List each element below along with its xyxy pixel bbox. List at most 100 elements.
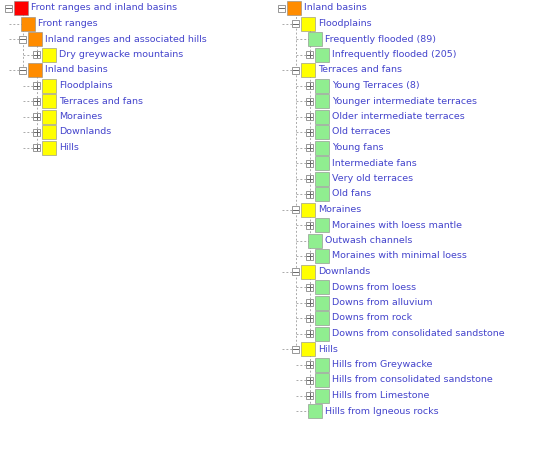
Bar <box>287 1 301 15</box>
Bar <box>315 94 329 108</box>
Bar <box>42 141 56 154</box>
Bar <box>292 345 299 353</box>
Text: Hills from Limestone: Hills from Limestone <box>332 391 429 400</box>
Bar <box>315 358 329 371</box>
Bar <box>315 78 329 93</box>
Bar <box>33 113 40 120</box>
Bar <box>315 280 329 294</box>
Text: Inland basins: Inland basins <box>304 4 367 12</box>
Text: Front ranges: Front ranges <box>38 19 98 28</box>
Bar <box>306 222 313 229</box>
Bar <box>301 342 315 356</box>
Text: Inland basins: Inland basins <box>45 65 108 75</box>
Bar <box>19 66 26 73</box>
Bar <box>306 252 313 260</box>
Text: Hills from Greywacke: Hills from Greywacke <box>332 360 432 369</box>
Text: Hills: Hills <box>59 143 79 152</box>
Bar <box>33 51 40 58</box>
Text: Outwash channels: Outwash channels <box>325 236 413 245</box>
Bar <box>42 48 56 61</box>
Text: Downs from rock: Downs from rock <box>332 313 412 322</box>
Bar <box>315 171 329 185</box>
Text: Frequently flooded (89): Frequently flooded (89) <box>325 34 436 44</box>
Text: Moraines with loess mantle: Moraines with loess mantle <box>332 220 462 229</box>
Text: Downs from alluvium: Downs from alluvium <box>332 298 433 307</box>
Bar <box>306 315 313 322</box>
Text: Older intermediate terraces: Older intermediate terraces <box>332 112 465 121</box>
Bar <box>33 129 40 136</box>
Bar <box>315 327 329 340</box>
Bar <box>19 36 26 43</box>
Text: Floodplains: Floodplains <box>59 81 112 90</box>
Bar <box>308 404 322 418</box>
Bar <box>301 63 315 77</box>
Bar <box>301 16 315 31</box>
Bar <box>308 234 322 247</box>
Text: Front ranges and inland basins: Front ranges and inland basins <box>31 4 177 12</box>
Bar <box>42 109 56 124</box>
Bar <box>292 66 299 73</box>
Bar <box>278 5 285 11</box>
Bar <box>5 5 12 11</box>
Text: Downlands: Downlands <box>59 127 111 136</box>
Bar <box>315 388 329 403</box>
Bar <box>306 330 313 337</box>
Text: Hills: Hills <box>318 344 338 354</box>
Bar <box>315 156 329 170</box>
Bar <box>315 125 329 139</box>
Bar <box>306 299 313 306</box>
Bar <box>21 16 35 31</box>
Bar <box>33 98 40 104</box>
Bar <box>315 373 329 387</box>
Text: Old terraces: Old terraces <box>332 127 391 136</box>
Bar <box>28 32 42 46</box>
Bar <box>292 20 299 27</box>
Bar <box>306 159 313 167</box>
Text: Young fans: Young fans <box>332 143 383 152</box>
Bar <box>306 82 313 89</box>
Bar <box>306 129 313 136</box>
Text: Younger intermediate terraces: Younger intermediate terraces <box>332 97 477 105</box>
Bar <box>301 265 315 278</box>
Text: Old fans: Old fans <box>332 190 371 198</box>
Bar <box>315 48 329 61</box>
Text: Floodplains: Floodplains <box>318 19 372 28</box>
Text: Downs from loess: Downs from loess <box>332 283 416 291</box>
Bar <box>315 187 329 201</box>
Bar <box>315 218 329 232</box>
Text: Inland ranges and associated hills: Inland ranges and associated hills <box>45 34 207 44</box>
Bar <box>306 98 313 104</box>
Text: Terraces and fans: Terraces and fans <box>59 97 143 105</box>
Text: Moraines: Moraines <box>318 205 361 214</box>
Text: Moraines: Moraines <box>59 112 102 121</box>
Bar <box>28 63 42 77</box>
Bar <box>306 392 313 399</box>
Bar <box>306 113 313 120</box>
Bar <box>308 32 322 46</box>
Bar <box>306 51 313 58</box>
Bar <box>33 144 40 151</box>
Bar <box>292 268 299 275</box>
Text: Young Terraces (8): Young Terraces (8) <box>332 81 420 90</box>
Bar <box>42 78 56 93</box>
Bar <box>14 1 28 15</box>
Bar <box>306 175 313 182</box>
Bar <box>315 141 329 154</box>
Bar <box>306 284 313 290</box>
Text: Downs from consolidated sandstone: Downs from consolidated sandstone <box>332 329 505 338</box>
Bar <box>315 109 329 124</box>
Text: Hills from consolidated sandstone: Hills from consolidated sandstone <box>332 376 492 385</box>
Text: Hills from Igneous rocks: Hills from Igneous rocks <box>325 407 439 415</box>
Bar <box>301 202 315 217</box>
Text: Infrequently flooded (205): Infrequently flooded (205) <box>332 50 457 59</box>
Bar <box>315 295 329 310</box>
Text: Very old terraces: Very old terraces <box>332 174 413 183</box>
Bar <box>306 191 313 197</box>
Bar <box>306 144 313 151</box>
Text: Terraces and fans: Terraces and fans <box>318 65 402 75</box>
Bar <box>292 206 299 213</box>
Text: Downlands: Downlands <box>318 267 370 276</box>
Bar <box>33 82 40 89</box>
Text: Moraines with minimal loess: Moraines with minimal loess <box>332 251 467 261</box>
Bar <box>306 361 313 368</box>
